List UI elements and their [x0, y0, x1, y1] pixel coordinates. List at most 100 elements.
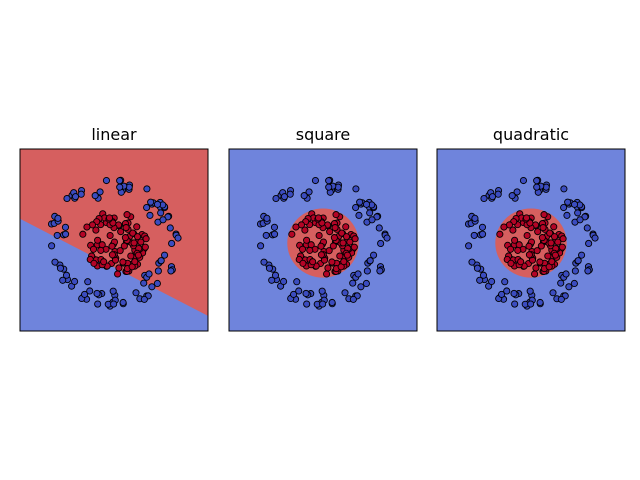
data-point-inner [329, 242, 337, 250]
data-point-outer [272, 194, 280, 203]
data-point-outer [119, 298, 127, 307]
data-point-outer [263, 214, 271, 222]
data-point-outer [157, 257, 165, 265]
data-point-inner [558, 243, 566, 251]
data-point-outer [319, 300, 327, 308]
data-point-outer [362, 279, 370, 288]
data-point-outer [262, 231, 270, 239]
data-point-inner [141, 243, 149, 251]
data-point-inner [536, 258, 544, 266]
data-point-inner [332, 211, 340, 219]
data-point-inner [90, 259, 98, 267]
data-point-inner [338, 229, 346, 237]
data-point-outer [110, 300, 118, 308]
data-point-outer [146, 211, 154, 219]
data-point-inner [522, 214, 531, 222]
data-point-inner [108, 242, 116, 250]
data-point-inner [331, 224, 339, 232]
data-point-inner [514, 246, 522, 254]
data-point-inner [292, 223, 300, 231]
data-point-outer [153, 279, 161, 288]
data-point-outer [271, 271, 280, 279]
data-point-inner [123, 211, 131, 219]
data-point-outer [303, 300, 311, 308]
data-point-outer [576, 216, 584, 224]
data-point-inner [131, 258, 139, 266]
data-point-inner [94, 236, 102, 244]
data-point-outer [356, 198, 364, 206]
data-point-outer [260, 258, 268, 266]
data-point-outer [59, 276, 67, 284]
data-point-inner [525, 251, 533, 259]
data-point-outer [154, 267, 162, 275]
data-point-outer [325, 177, 333, 185]
data-point-inner [540, 211, 548, 219]
data-point-outer [140, 279, 148, 287]
axes-frame [19, 148, 209, 332]
data-point-inner [89, 245, 98, 253]
data-point-outer [479, 230, 487, 238]
data-point-inner [137, 238, 145, 246]
data-point-inner [328, 258, 336, 266]
data-point-outer [549, 289, 557, 297]
data-point-inner [106, 231, 114, 240]
data-point-inner [537, 242, 545, 250]
data-point-outer [166, 224, 174, 232]
data-point-inner [336, 252, 344, 260]
data-point-inner [342, 223, 350, 231]
data-point-outer [51, 258, 59, 266]
data-point-inner [100, 258, 108, 266]
data-point-inner [306, 246, 314, 254]
data-point-outer [62, 230, 70, 238]
data-point-outer [77, 190, 85, 198]
data-point-inner [350, 243, 358, 251]
data-point-inner [97, 246, 105, 254]
data-point-outer [140, 295, 148, 303]
data-point-inner [129, 229, 137, 237]
data-point-outer [527, 300, 535, 308]
data-point-inner [121, 234, 129, 242]
data-point-outer [341, 289, 349, 297]
data-point-outer [376, 267, 384, 275]
data-point-outer [468, 258, 476, 266]
data-point-outer [71, 193, 80, 201]
data-point-inner [298, 245, 307, 253]
data-point-outer [102, 176, 110, 185]
data-point-outer [362, 200, 371, 208]
data-point-outer [145, 270, 153, 278]
data-point-inner [507, 259, 515, 267]
data-point-outer [513, 188, 521, 196]
data-point-outer [280, 277, 288, 286]
data-point-outer [328, 298, 336, 307]
data-point-outer [585, 239, 593, 247]
data-point-outer [533, 177, 541, 185]
data-point-outer [476, 276, 484, 284]
data-point-inner [325, 247, 333, 255]
data-point-inner [559, 235, 567, 243]
data-point-inner [315, 231, 323, 240]
data-point-outer [257, 242, 265, 250]
panel-title: quadratic [493, 125, 569, 144]
data-point-outer [488, 277, 496, 286]
data-point-inner [309, 258, 317, 266]
data-point-inner [326, 228, 334, 236]
data-point-inner [531, 270, 539, 278]
axes-frame [436, 148, 626, 332]
data-point-outer [96, 188, 104, 196]
data-point-outer [143, 185, 151, 193]
data-point-outer [574, 209, 582, 217]
data-point-outer [478, 223, 487, 231]
data-point-outer [93, 289, 101, 297]
data-point-outer [71, 277, 79, 286]
data-point-outer [56, 264, 65, 272]
panel-square: square [228, 125, 418, 332]
data-point-outer [286, 190, 294, 198]
data-point-outer [584, 267, 592, 275]
data-point-outer [54, 214, 62, 222]
data-point-outer [533, 183, 541, 191]
data-point-inner [307, 241, 315, 249]
data-point-inner [547, 239, 555, 247]
data-point-outer [578, 251, 586, 259]
data-point-outer [94, 300, 102, 308]
panel-title: square [296, 125, 351, 144]
